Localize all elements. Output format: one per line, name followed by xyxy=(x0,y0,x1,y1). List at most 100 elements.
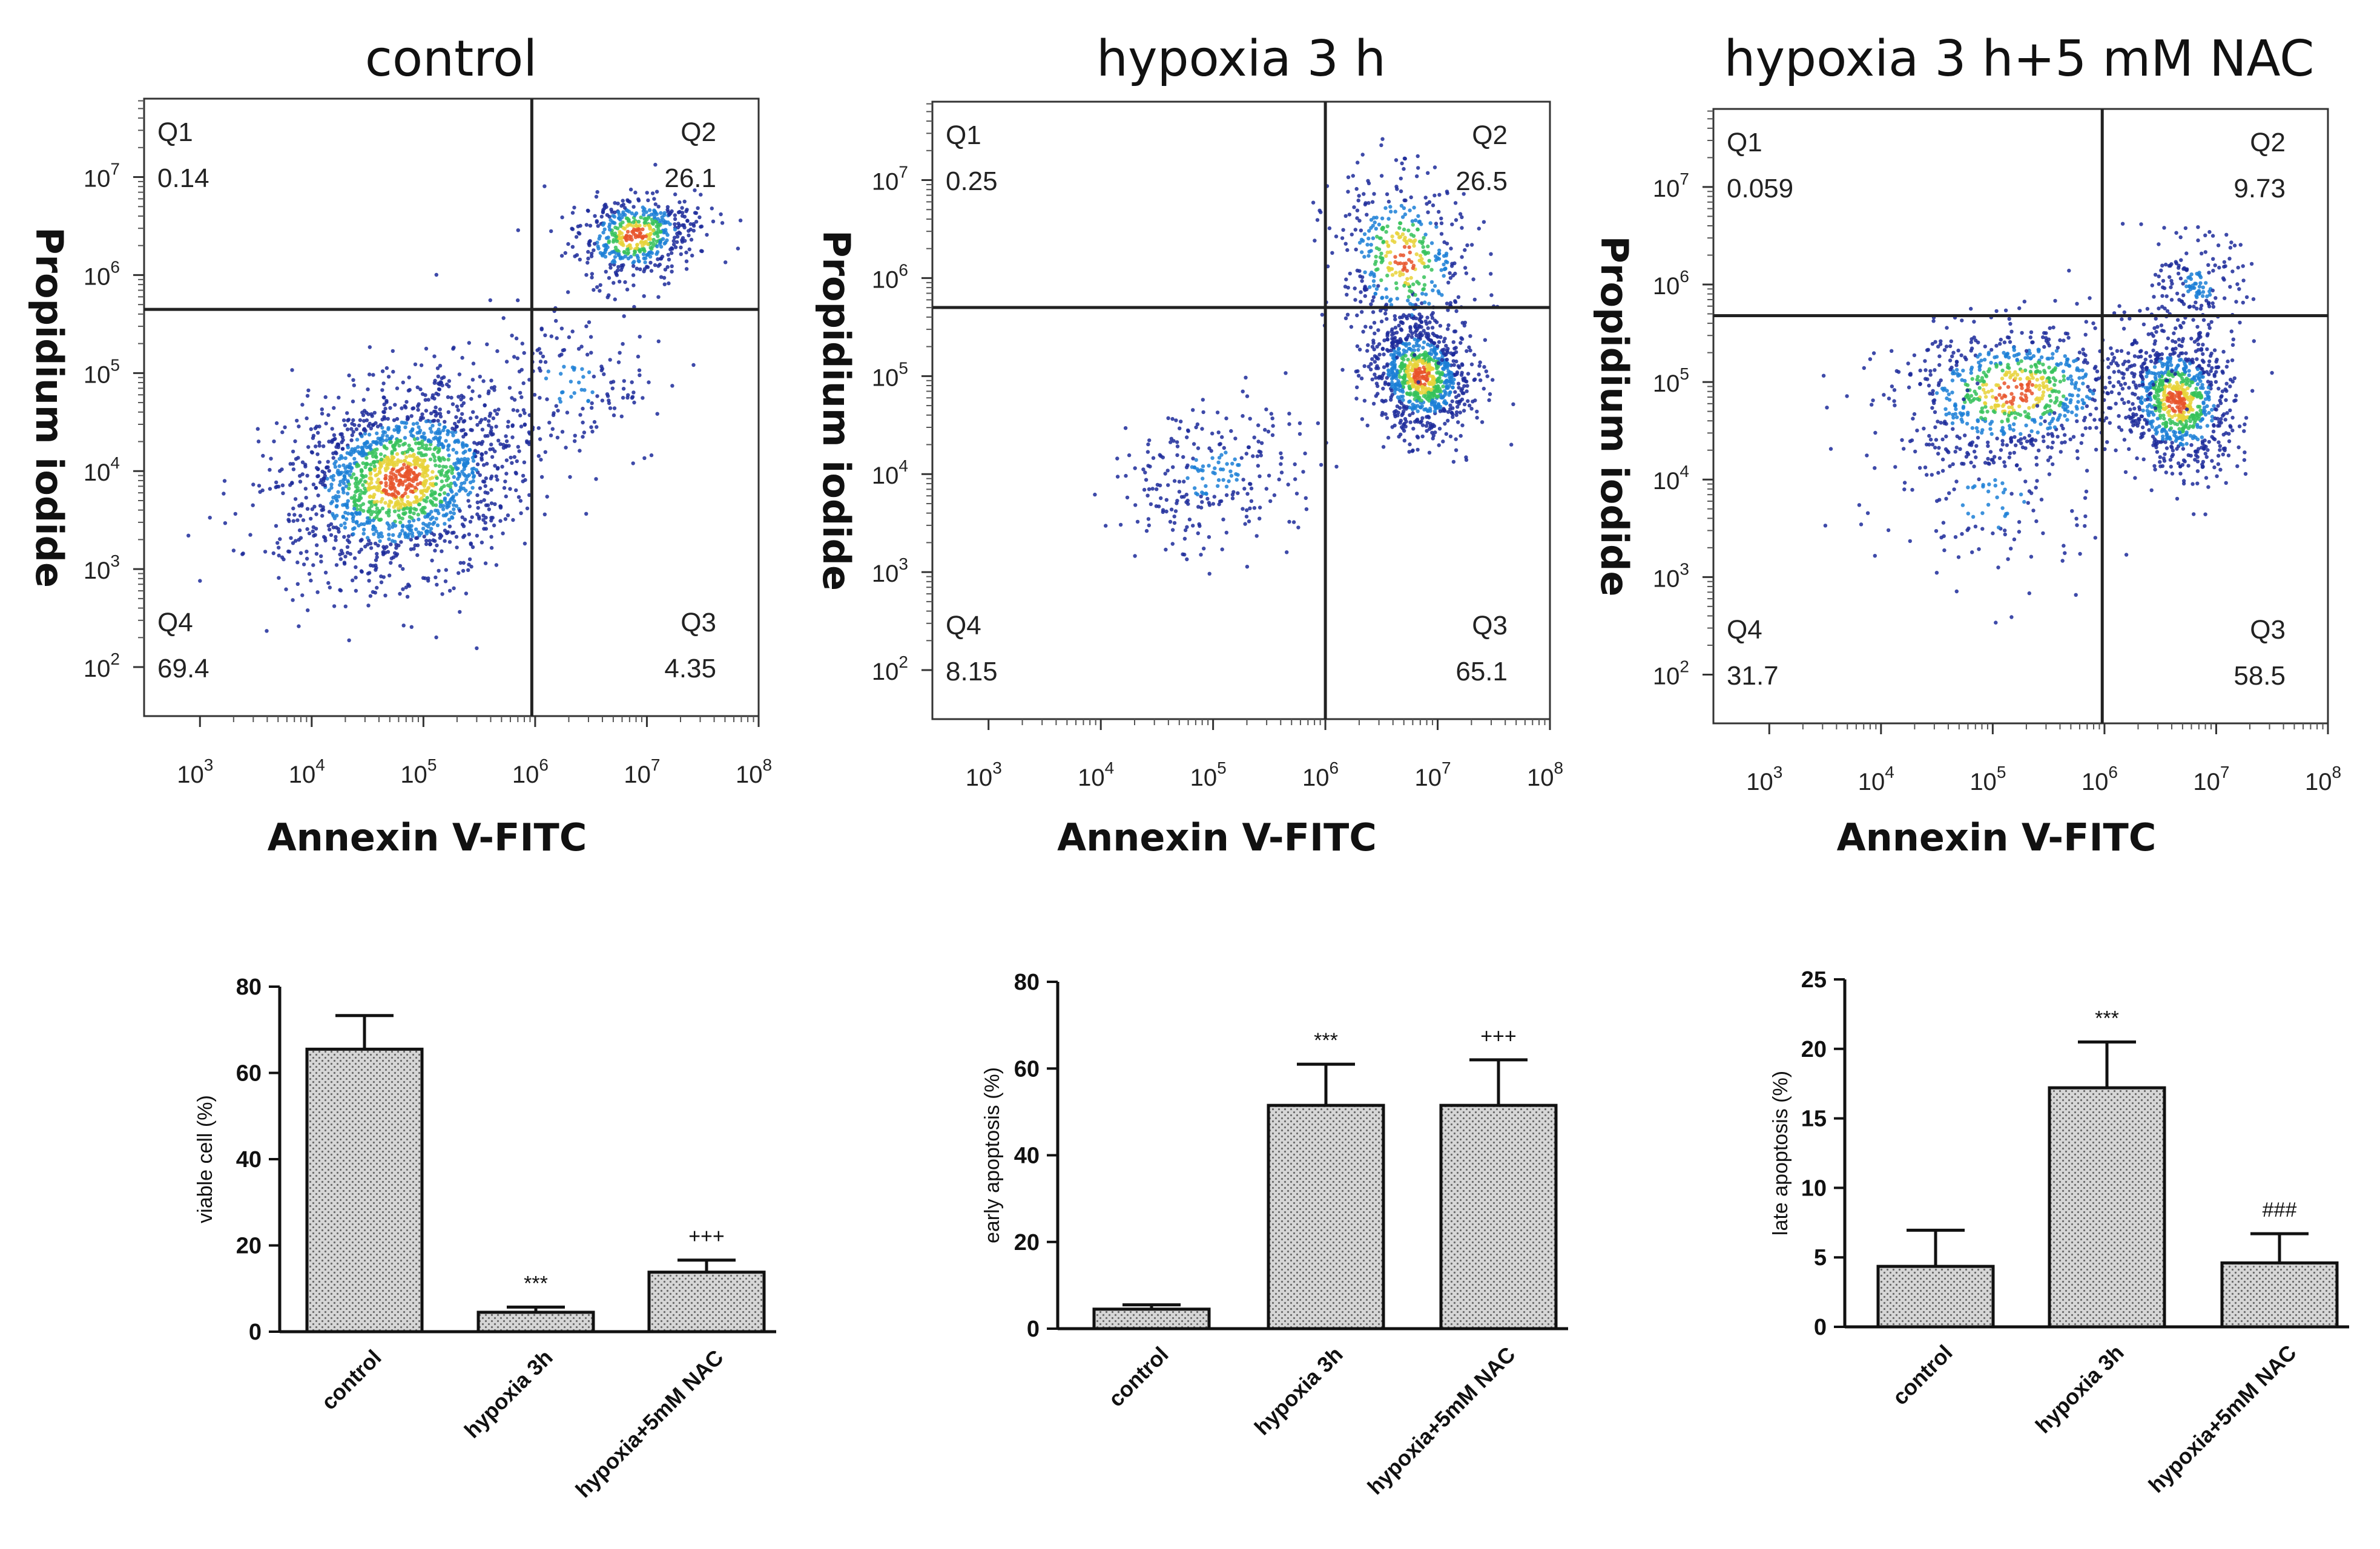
event-point xyxy=(439,471,444,476)
event-point xyxy=(662,282,667,286)
event-point xyxy=(309,516,313,521)
event-point xyxy=(527,493,532,497)
event-point xyxy=(598,289,602,293)
event-point xyxy=(406,478,410,482)
event-point xyxy=(1194,458,1198,462)
event-point xyxy=(1142,487,1147,492)
tick-exp: 6 xyxy=(1330,758,1339,777)
event-point xyxy=(401,623,406,628)
event-point xyxy=(1194,491,1198,496)
event-point xyxy=(1377,342,1382,346)
event-point xyxy=(1374,215,1379,220)
event-point xyxy=(1441,439,1445,444)
event-point xyxy=(335,513,339,518)
event-point xyxy=(1407,258,1411,262)
event-point xyxy=(421,505,425,510)
event-point xyxy=(307,531,312,536)
event-point xyxy=(444,382,449,387)
event-point xyxy=(646,198,650,203)
event-point xyxy=(510,334,514,338)
event-point xyxy=(399,540,403,544)
event-point xyxy=(2229,329,2233,334)
event-point xyxy=(403,404,407,408)
event-point xyxy=(1393,414,1397,419)
event-point xyxy=(596,246,601,251)
event-point xyxy=(1355,208,1360,212)
event-point xyxy=(617,212,622,217)
event-point xyxy=(373,541,378,546)
event-point xyxy=(1174,418,1178,423)
event-point xyxy=(1442,274,1446,278)
event-point xyxy=(436,419,440,423)
event-point xyxy=(1386,244,1391,248)
event-point xyxy=(1244,452,1248,456)
event-point xyxy=(1402,283,1406,288)
event-point xyxy=(401,524,405,528)
event-point xyxy=(2178,409,2182,414)
event-point xyxy=(602,372,606,377)
event-point xyxy=(574,235,579,239)
event-point xyxy=(641,212,646,217)
event-point xyxy=(298,536,303,540)
event-point xyxy=(428,542,433,547)
event-point xyxy=(404,585,409,590)
event-point xyxy=(403,459,407,463)
event-point xyxy=(277,545,281,550)
event-point xyxy=(311,436,315,440)
event-point xyxy=(507,444,511,448)
event-point xyxy=(1422,275,1426,279)
event-point xyxy=(661,237,665,241)
event-point xyxy=(387,502,391,507)
event-point xyxy=(1363,294,1367,298)
event-point xyxy=(1362,398,1367,403)
event-point xyxy=(1417,220,1421,224)
event-point xyxy=(269,456,273,461)
event-point xyxy=(2220,389,2225,393)
event-point xyxy=(309,578,313,583)
event-point xyxy=(1357,194,1361,198)
event-point xyxy=(1353,286,1357,291)
event-point xyxy=(364,418,369,423)
event-point xyxy=(558,396,562,401)
event-point xyxy=(1264,407,1268,412)
event-point xyxy=(398,520,403,525)
event-point xyxy=(347,373,351,378)
event-point xyxy=(1398,315,1402,320)
event-point xyxy=(374,421,378,426)
event-point xyxy=(377,510,381,514)
event-point xyxy=(1427,415,1431,419)
event-point xyxy=(1371,279,1376,283)
event-point xyxy=(2194,386,2198,391)
event-point xyxy=(437,464,441,469)
event-point xyxy=(307,571,312,576)
event-point xyxy=(2192,340,2197,344)
event-point xyxy=(642,207,647,211)
event-point xyxy=(1377,236,1382,240)
event-point xyxy=(1169,507,1174,511)
event-point xyxy=(483,484,487,488)
event-point xyxy=(1370,344,1375,349)
event-point xyxy=(441,445,446,450)
event-point xyxy=(619,231,624,235)
event-point xyxy=(1357,347,1362,352)
event-point xyxy=(1437,427,1442,431)
event-point xyxy=(402,507,406,511)
event-point xyxy=(1207,571,1211,576)
event-point xyxy=(592,248,596,252)
event-point xyxy=(1360,153,1365,157)
event-point xyxy=(437,511,441,516)
event-point xyxy=(1430,378,1435,383)
event-point xyxy=(1294,492,1299,496)
event-point xyxy=(367,432,372,437)
event-point xyxy=(384,545,389,549)
event-point xyxy=(542,512,547,516)
event-point xyxy=(2214,407,2218,412)
event-point xyxy=(1388,250,1393,254)
event-point xyxy=(466,492,470,497)
event-point xyxy=(1411,411,1415,415)
event-point xyxy=(2177,343,2181,347)
event-point xyxy=(586,399,590,403)
event-point xyxy=(2131,392,2135,396)
event-point xyxy=(1398,261,1403,266)
event-point xyxy=(2178,351,2183,355)
